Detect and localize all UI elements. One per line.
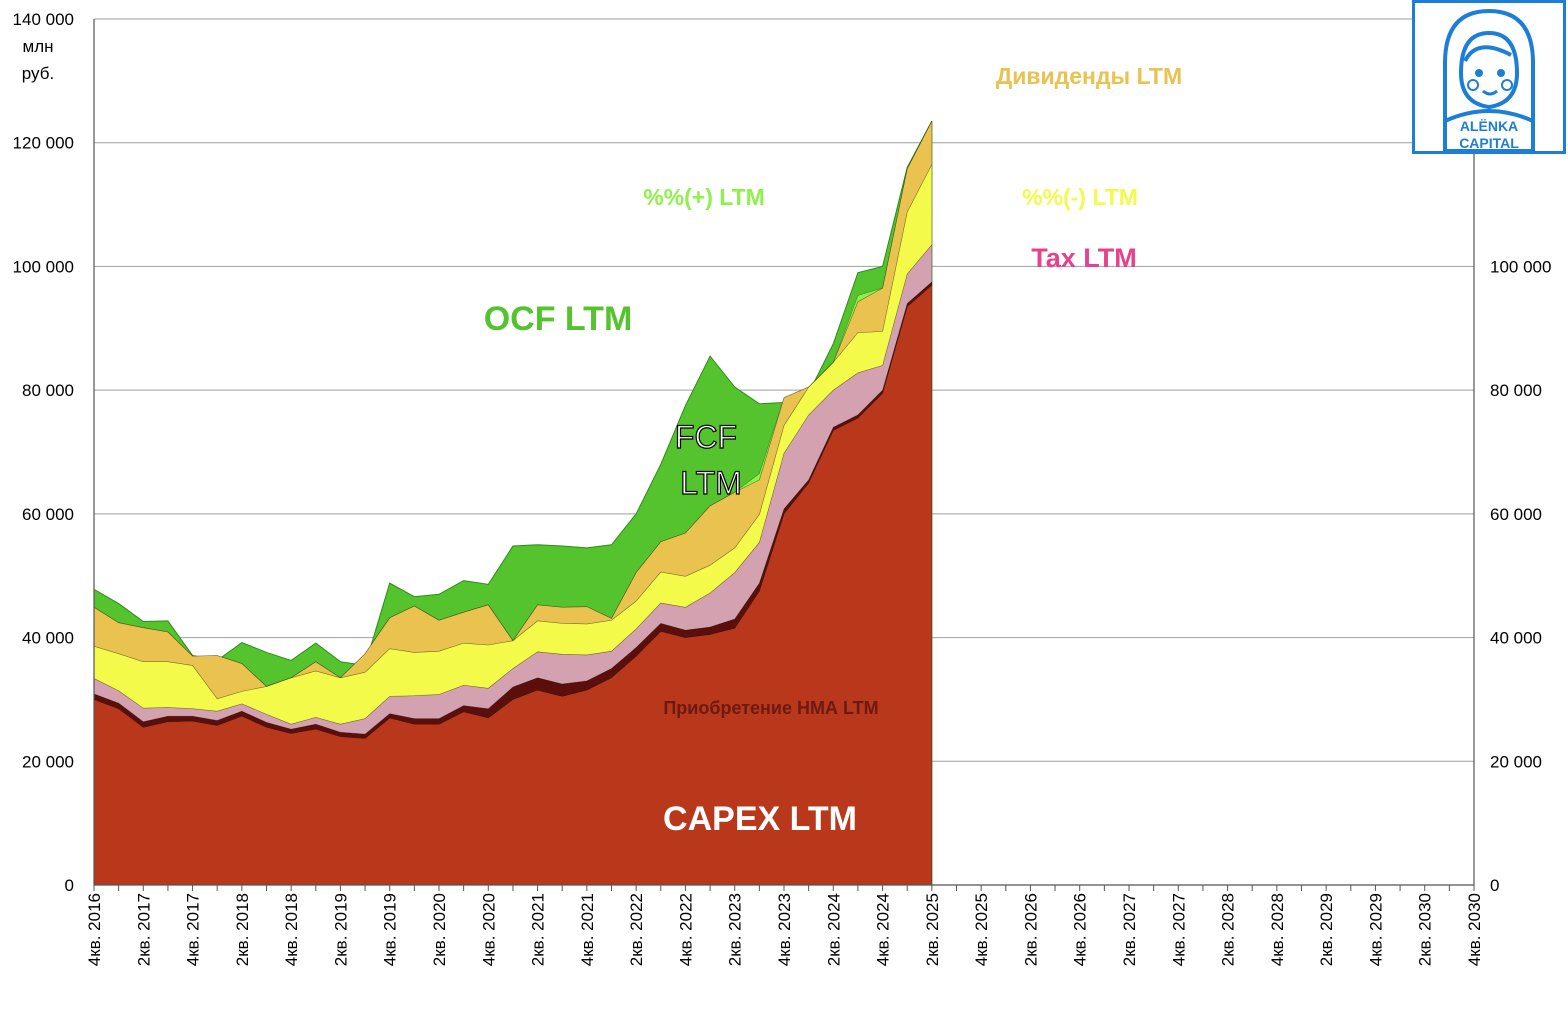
x-tick-label: 4кв. 2018 (282, 893, 301, 966)
y-right-tick-label: 20 000 (1490, 752, 1542, 771)
x-tick-label: 4кв. 2026 (1071, 893, 1090, 966)
x-tick-label: 4кв. 2029 (1366, 893, 1385, 966)
interest-plus-series-label: %%(+) LTM (643, 184, 765, 210)
y-left-tick-label: 140 000 (13, 10, 74, 29)
y-right-tick-label: 100 000 (1490, 257, 1551, 276)
x-tick-label: 4кв. 2023 (775, 893, 794, 966)
x-tick-label: 2кв. 2018 (233, 893, 252, 966)
y-left-tick-label: 120 000 (13, 134, 74, 153)
dividends-series-label: Дивиденды LTM (996, 63, 1182, 89)
fcf-series-label-line1: FCF (675, 419, 737, 455)
x-tick-label: 4кв. 2022 (676, 893, 695, 966)
x-tick-label: 2кв. 2023 (726, 893, 745, 966)
x-tick-label: 2кв. 2026 (1021, 893, 1040, 966)
matryoshka-logo-icon: ALЁNKA CAPITAL (1443, 8, 1535, 153)
y-right-tick-label: 40 000 (1490, 629, 1542, 648)
x-tick-label: 4кв. 2020 (479, 893, 498, 966)
area-дивиденды-ltm (93, 120, 933, 700)
x-tick-label: 2кв. 2019 (331, 893, 350, 966)
y-right-tick-label: 80 000 (1490, 381, 1542, 400)
x-tick-label: 2кв. 2022 (627, 893, 646, 966)
y-left-tick-label: 60 000 (22, 505, 74, 524)
capex-series-label: CAPEX LTM (663, 800, 857, 838)
tax-series-label: Tax LTM (1031, 243, 1137, 273)
y-left-tick-label: 40 000 (22, 629, 74, 648)
stacked-areas (93, 120, 933, 886)
x-tick-label: 4кв. 2021 (578, 893, 597, 966)
x-tick-label: 2кв. 2030 (1416, 893, 1435, 966)
y-right-tick-label: 0 (1490, 876, 1499, 895)
area--ltm (93, 120, 933, 687)
logo-text-line2: CAPITAL (1459, 135, 1519, 151)
ocf-series-label: OCF LTM (484, 300, 633, 338)
x-tick-label: 2кв. 2028 (1219, 893, 1238, 966)
x-tick-label: 2кв. 2027 (1120, 893, 1139, 966)
nma-series-label: Приобретение НМА LTM (663, 698, 878, 718)
x-tick-label: 4кв. 2030 (1465, 893, 1484, 966)
x-tick-label: 4кв. 2027 (1169, 893, 1188, 966)
fcf-series-label-line2: LTM (680, 465, 742, 501)
logo-text-line1: ALЁNKA (1460, 118, 1518, 134)
y-left-tick-label: 80 000 (22, 381, 74, 400)
interest-minus-series-label: %%(-) LTM (1022, 184, 1138, 210)
y-left-tick-label: 20 000 (22, 752, 74, 771)
x-tick-label: 2кв. 2025 (923, 893, 942, 966)
x-tick-label: 4кв. 2024 (874, 893, 893, 966)
x-tick-label: 4кв. 2025 (972, 893, 991, 966)
area--ltm (93, 164, 933, 725)
x-tick-label: 2кв. 2024 (824, 893, 843, 966)
x-tick-label: 2кв. 2021 (529, 893, 548, 966)
y-left-tick-label: 100 000 (13, 257, 74, 276)
y-left-tick-label: 0 (65, 876, 74, 895)
x-tick-label: 4кв. 2016 (85, 893, 104, 966)
x-tick-label: 4кв. 2028 (1268, 893, 1287, 966)
axes (93, 19, 1475, 891)
unit-label-line2: руб. (22, 64, 54, 83)
x-tick-label: 4кв. 2017 (184, 893, 203, 966)
x-tick-label: 2кв. 2017 (134, 893, 153, 966)
alenka-capital-logo: ALЁNKA CAPITAL (1412, 0, 1566, 154)
x-tick-label: 2кв. 2029 (1317, 893, 1336, 966)
x-tick-label: 4кв. 2019 (381, 893, 400, 966)
y-right-tick-label: 60 000 (1490, 505, 1542, 524)
x-tick-label: 2кв. 2020 (430, 893, 449, 966)
unit-label-line1: млн (23, 37, 54, 56)
tick-labels: 140 000 120 000 100 000 80 000 60 000 40 000 2… (13, 10, 1552, 966)
